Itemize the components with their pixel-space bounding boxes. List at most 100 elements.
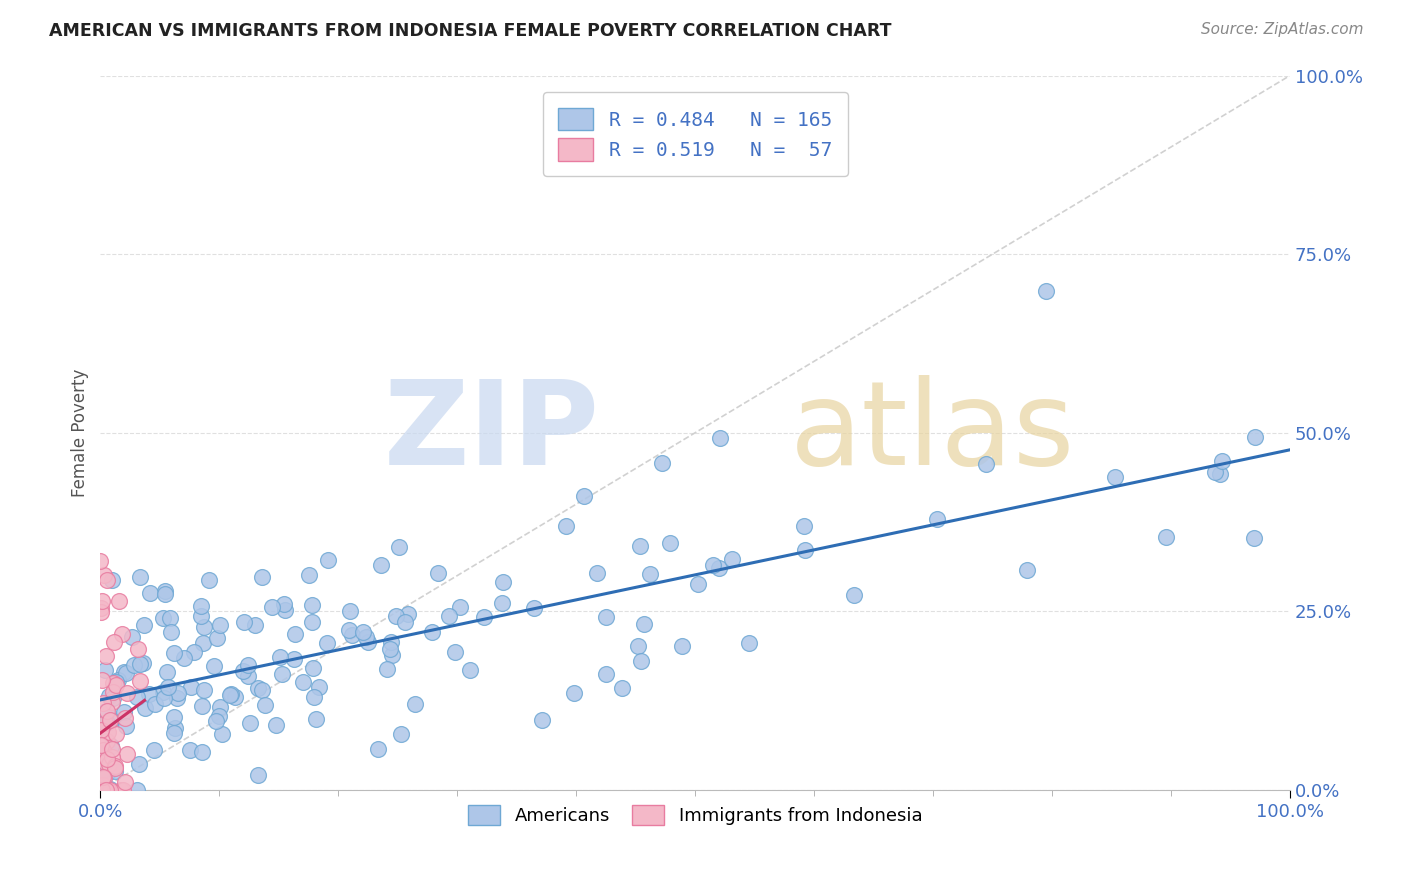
Point bbox=[357, 635, 380, 649]
Point bbox=[367, 742, 389, 756]
Point bbox=[219, 688, 242, 702]
Point bbox=[254, 698, 277, 712]
Point bbox=[925, 512, 948, 526]
Point bbox=[219, 687, 242, 701]
Point bbox=[166, 691, 188, 706]
Point bbox=[572, 489, 595, 503]
Point bbox=[90, 723, 112, 738]
Point bbox=[96, 716, 118, 731]
Point bbox=[112, 665, 135, 679]
Point bbox=[96, 734, 118, 748]
Point bbox=[180, 680, 202, 694]
Point bbox=[491, 596, 513, 610]
Point bbox=[114, 711, 136, 725]
Point bbox=[211, 727, 233, 741]
Point bbox=[439, 608, 461, 623]
Point bbox=[91, 673, 114, 687]
Point bbox=[243, 618, 266, 632]
Point bbox=[339, 604, 361, 618]
Point bbox=[1154, 530, 1177, 544]
Point bbox=[190, 609, 212, 624]
Point bbox=[101, 691, 124, 706]
Point bbox=[107, 673, 129, 688]
Point bbox=[91, 779, 114, 793]
Point bbox=[91, 783, 114, 797]
Point bbox=[269, 650, 291, 665]
Point bbox=[93, 567, 115, 582]
Point bbox=[224, 690, 246, 704]
Point bbox=[707, 561, 730, 575]
Point bbox=[129, 570, 152, 584]
Point bbox=[250, 683, 273, 698]
Point bbox=[202, 658, 225, 673]
Point bbox=[688, 577, 710, 591]
Point bbox=[389, 727, 412, 741]
Point bbox=[100, 762, 122, 776]
Point bbox=[132, 656, 155, 670]
Point bbox=[105, 674, 128, 689]
Point bbox=[426, 566, 449, 581]
Point bbox=[384, 609, 406, 624]
Point bbox=[1243, 531, 1265, 545]
Point bbox=[90, 601, 112, 615]
Point bbox=[720, 552, 742, 566]
Point bbox=[101, 685, 124, 699]
Point bbox=[356, 630, 378, 644]
Point bbox=[387, 540, 409, 554]
Point bbox=[370, 558, 392, 572]
Point bbox=[252, 570, 274, 584]
Point bbox=[156, 665, 179, 680]
Point bbox=[114, 775, 136, 789]
Point bbox=[152, 611, 174, 625]
Point bbox=[283, 652, 305, 666]
Point bbox=[316, 636, 339, 650]
Point bbox=[90, 783, 112, 797]
Point bbox=[340, 628, 363, 642]
Point bbox=[595, 667, 617, 681]
Point bbox=[122, 658, 145, 673]
Point bbox=[1017, 563, 1039, 577]
Point bbox=[103, 635, 125, 649]
Point bbox=[394, 615, 416, 629]
Point bbox=[236, 658, 259, 673]
Point bbox=[90, 783, 112, 797]
Point bbox=[262, 599, 284, 614]
Point bbox=[167, 686, 190, 700]
Point bbox=[101, 573, 124, 587]
Point bbox=[111, 627, 134, 641]
Text: ZIP: ZIP bbox=[384, 376, 600, 491]
Point bbox=[128, 757, 150, 772]
Point bbox=[1104, 470, 1126, 484]
Point bbox=[115, 686, 138, 700]
Point bbox=[138, 687, 160, 701]
Point bbox=[793, 542, 815, 557]
Point bbox=[104, 761, 127, 775]
Point bbox=[1204, 465, 1226, 479]
Point bbox=[127, 783, 149, 797]
Point bbox=[531, 713, 554, 727]
Point bbox=[352, 625, 374, 640]
Point bbox=[108, 593, 131, 607]
Point bbox=[630, 653, 652, 667]
Point bbox=[380, 635, 402, 649]
Point bbox=[793, 518, 815, 533]
Point bbox=[132, 617, 155, 632]
Point bbox=[163, 647, 186, 661]
Point bbox=[163, 709, 186, 723]
Point bbox=[94, 648, 117, 663]
Point bbox=[191, 745, 214, 759]
Point bbox=[190, 599, 212, 614]
Point bbox=[90, 738, 112, 752]
Point bbox=[208, 709, 231, 723]
Point bbox=[159, 611, 181, 625]
Point bbox=[96, 704, 118, 718]
Point bbox=[105, 727, 128, 741]
Point bbox=[97, 757, 120, 772]
Point bbox=[153, 584, 176, 599]
Point bbox=[98, 783, 121, 797]
Point bbox=[93, 664, 115, 678]
Point bbox=[671, 639, 693, 653]
Point bbox=[1243, 430, 1265, 444]
Point bbox=[91, 783, 114, 797]
Point bbox=[94, 704, 117, 718]
